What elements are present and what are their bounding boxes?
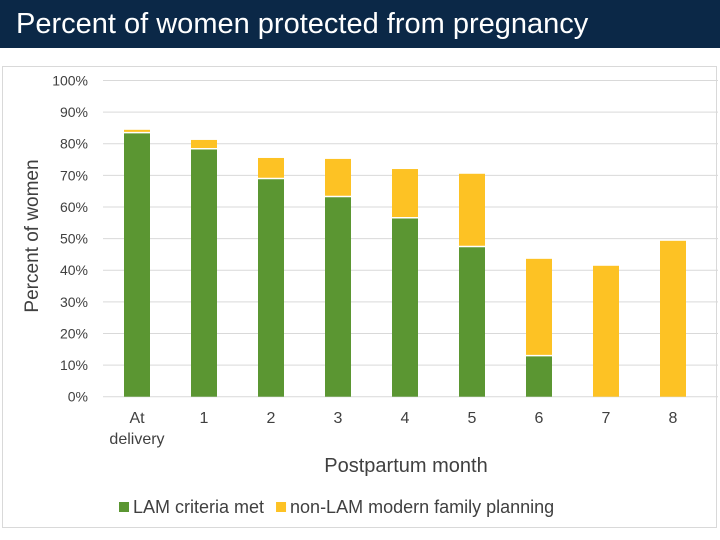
legend-label: LAM criteria met (133, 497, 264, 517)
bar-segment-non-lam (660, 240, 686, 397)
bar-segment-lam (526, 355, 552, 397)
y-tick-label: 50% (60, 231, 88, 247)
bar-segment-lam (459, 246, 485, 397)
legend-label: non-LAM modern family planning (290, 497, 554, 517)
chart-frame (2, 66, 717, 528)
bar-segment-non-lam (191, 139, 217, 149)
bar-segment-non-lam (325, 158, 351, 197)
y-tick-label: 60% (60, 199, 88, 215)
y-tick-label: 30% (60, 294, 88, 310)
bar-segment-non-lam (526, 258, 552, 356)
bar-segment-lam (325, 196, 351, 397)
y-tick-label: 90% (60, 104, 88, 120)
y-tick-label: 10% (60, 357, 88, 373)
slide-title: Percent of women protected from pregnanc… (0, 0, 720, 48)
y-tick-label: 70% (60, 167, 88, 183)
x-tick-label: 8 (669, 410, 678, 427)
bar-segment-lam (124, 132, 150, 397)
y-axis-title: Percent of women (22, 159, 43, 312)
y-tick-label: 80% (60, 136, 88, 152)
y-tick-label: 100% (52, 73, 88, 89)
legend-swatch (119, 502, 129, 512)
y-tick-label: 20% (60, 325, 88, 341)
x-tick-label: 1 (200, 410, 209, 427)
legend-swatch (276, 502, 287, 512)
x-tick-label: At delivery (109, 410, 164, 448)
bar-segment-lam (258, 178, 284, 397)
bar-segment-non-lam (392, 169, 418, 218)
y-tick-label: 40% (60, 262, 88, 278)
x-tick-label: 7 (602, 410, 611, 427)
bar-segment-non-lam (124, 129, 150, 133)
x-tick-label: 6 (535, 410, 544, 427)
bar-segment-non-lam (593, 265, 619, 397)
y-tick-label: 0% (68, 389, 88, 405)
x-tick-label: 4 (401, 410, 410, 427)
bar-segment-non-lam (258, 157, 284, 179)
x-tick-label: 2 (267, 410, 276, 427)
x-tick-label: 3 (334, 410, 343, 427)
bar-segment-lam (392, 217, 418, 397)
x-axis-title: Postpartum month (324, 455, 487, 477)
x-tick-label: 5 (468, 410, 477, 427)
bar-segment-non-lam (459, 173, 485, 247)
bar-segment-lam (191, 148, 217, 397)
